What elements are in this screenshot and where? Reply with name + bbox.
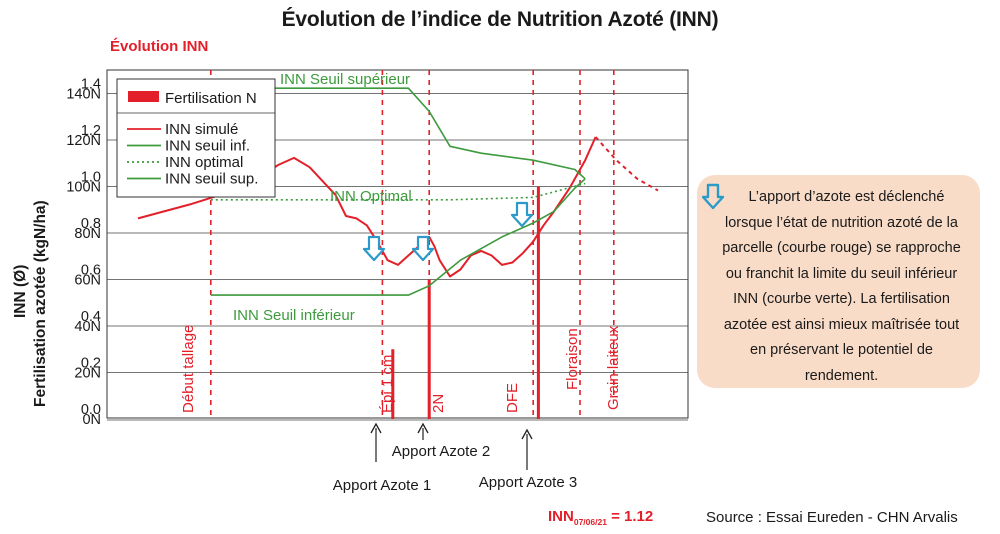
y-tick-label-inn: 0.8 [81,216,101,232]
fertilisation-bar [536,186,540,419]
apport-arrow-head [417,422,429,434]
apport-label: Apport Azote 2 [392,443,490,460]
y-tick-label-n: 40N [74,319,101,335]
stage-label: Floraison [564,328,581,390]
y-tick-label-n: 80N [74,226,101,242]
fertilisation-bar [427,279,431,419]
legend-label: INN seuil inf. [165,138,250,155]
legend-label: INN optimal [165,154,243,171]
legend-swatch [128,91,159,102]
legend-label: INN simulé [165,121,238,138]
series-line [210,182,586,201]
y-tick-label-inn: 1.2 [81,123,101,139]
curve-annotation: INN Optimal [330,188,412,205]
apport-arrow-head [521,428,533,440]
inn-result: INN07/06/21 = 1.12 [548,508,654,527]
chart-subtitle: Évolution INN [110,38,209,55]
curve-annotation: INN Seuil inférieur [233,307,355,324]
series-line [137,136,597,278]
y-tick-label-inn: 0.0 [81,402,101,418]
legend-label: Fertilisation N [165,90,257,107]
y-tick-label-n: 0N [82,412,101,428]
trigger-arrow-icon [510,201,534,228]
y-tick-label-n: 120N [66,133,101,149]
curve-annotation: INN Seuil supérieur [280,71,410,88]
y-tick-label-inn: 0.4 [81,309,101,325]
source-credit: Source : Essai Eureden - CHN Arvalis [706,509,958,526]
legend-label: INN seuil sup. [165,171,258,188]
trigger-arrow-icon [411,235,435,262]
stage-label: 2N [430,394,447,413]
apport-label: Apport Azote 3 [479,474,577,491]
note-text: L’apport d’azote est déclenché lorsque l… [722,189,961,384]
apport-arrow-head [370,422,382,434]
plot-frame [106,69,689,419]
explanation-note: L’apport d’azote est déclenché lorsque l… [697,175,980,388]
y-tick-label-n: 60N [74,273,101,289]
y-tick-label-n: 20N [74,366,101,382]
series-line [210,87,586,180]
series-line [594,136,659,192]
fertilisation-bar [391,349,395,419]
y-tick-label-inn: 0.2 [81,356,101,372]
y-tick-label-inn: 1.4 [81,77,101,93]
y-tick-label-inn: 1.0 [81,170,101,186]
down-arrow-icon [701,183,725,221]
stage-label: DFE [504,383,521,413]
y-tick-label-inn: 0.6 [81,263,101,279]
stage-label: Début tallage [180,325,197,413]
y-tick-label-n: 100N [66,180,101,196]
y-tick-label-n: 140N [66,87,101,103]
apport-label: Apport Azote 1 [333,477,431,494]
chart-title: Évolution de l’indice de Nutrition Azoté… [281,8,719,31]
trigger-arrow-icon [362,235,386,262]
series-line [210,178,586,296]
stage-label: Grain laiteux [605,325,622,410]
